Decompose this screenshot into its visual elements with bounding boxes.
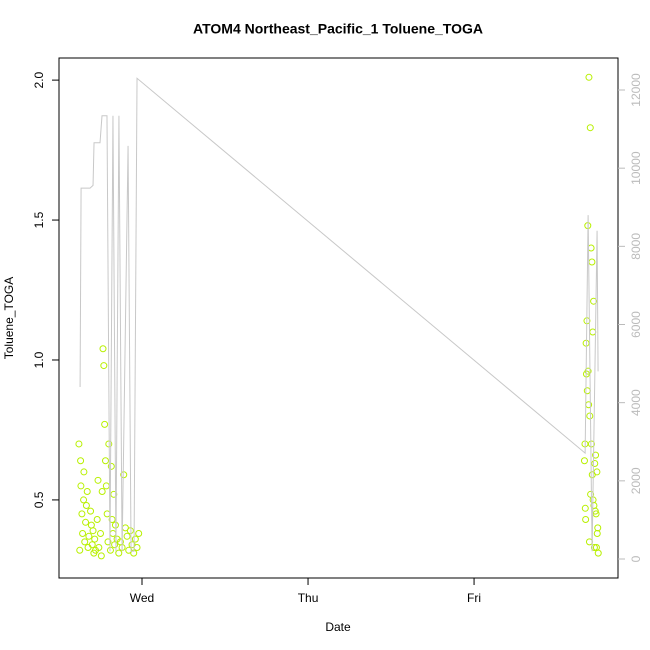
point xyxy=(97,530,105,538)
point xyxy=(97,552,105,560)
point xyxy=(101,457,109,465)
point xyxy=(80,496,88,504)
point xyxy=(108,516,116,524)
point xyxy=(109,530,117,538)
point xyxy=(590,543,598,551)
point xyxy=(77,457,85,465)
point xyxy=(131,535,139,543)
point xyxy=(583,387,591,395)
point xyxy=(594,549,602,557)
point xyxy=(82,502,90,510)
point xyxy=(101,420,109,428)
point xyxy=(580,457,588,465)
point xyxy=(95,543,103,551)
x-tick-label: Thu xyxy=(298,591,319,605)
point xyxy=(83,488,91,496)
point xyxy=(584,367,592,375)
point xyxy=(100,362,108,370)
y-axis-label: Toluene_TOGA xyxy=(2,277,16,360)
line xyxy=(79,77,599,552)
point xyxy=(87,521,95,529)
point xyxy=(591,460,599,468)
point xyxy=(593,530,601,538)
point xyxy=(592,451,600,459)
point xyxy=(582,516,590,524)
point xyxy=(586,124,594,132)
y-tick-label: 0.5 xyxy=(32,491,46,508)
point xyxy=(77,482,85,490)
x-tick-label: Fri xyxy=(467,591,481,605)
y-tick-label: 1.5 xyxy=(32,211,46,228)
point xyxy=(75,440,83,448)
point xyxy=(590,297,598,305)
plot-box xyxy=(58,57,619,579)
point xyxy=(589,328,597,336)
point xyxy=(588,258,596,266)
point xyxy=(111,541,119,549)
chart-title: ATOM4 Northeast_Pacific_1 Toluene_TOGA xyxy=(193,21,483,37)
point xyxy=(587,440,595,448)
point xyxy=(102,482,110,490)
y2-tick-label: 0 xyxy=(629,555,643,562)
point xyxy=(91,535,99,543)
point xyxy=(594,524,602,532)
point xyxy=(80,468,88,476)
y2-tick-label: 4000 xyxy=(629,389,643,416)
y-tick-label: 2.0 xyxy=(32,71,46,88)
point xyxy=(107,462,115,470)
point xyxy=(82,518,90,526)
point xyxy=(104,538,112,546)
point xyxy=(78,510,86,518)
y2-tick-label: 8000 xyxy=(629,233,643,260)
x-tick-label: Wed xyxy=(130,591,154,605)
y2-tick-label: 12000 xyxy=(629,73,643,107)
point xyxy=(88,541,96,549)
point xyxy=(123,532,131,540)
x-axis-label: Date xyxy=(325,620,351,634)
y-tick-label: 1.0 xyxy=(32,351,46,368)
point xyxy=(94,476,102,484)
point xyxy=(135,530,143,538)
point xyxy=(79,530,87,538)
point xyxy=(93,516,101,524)
point xyxy=(89,527,97,535)
point xyxy=(85,532,93,540)
point xyxy=(593,468,601,476)
y2-tick-label: 2000 xyxy=(629,467,643,494)
point xyxy=(133,543,141,551)
point xyxy=(581,504,589,512)
point xyxy=(99,345,107,353)
point xyxy=(115,549,123,557)
point xyxy=(585,73,593,81)
point xyxy=(587,490,595,498)
y2-tick-label: 10000 xyxy=(629,151,643,185)
point xyxy=(586,412,594,420)
point xyxy=(81,538,89,546)
y2-tick-label: 6000 xyxy=(629,311,643,338)
point xyxy=(87,507,95,515)
point xyxy=(98,488,106,496)
point xyxy=(76,546,84,554)
